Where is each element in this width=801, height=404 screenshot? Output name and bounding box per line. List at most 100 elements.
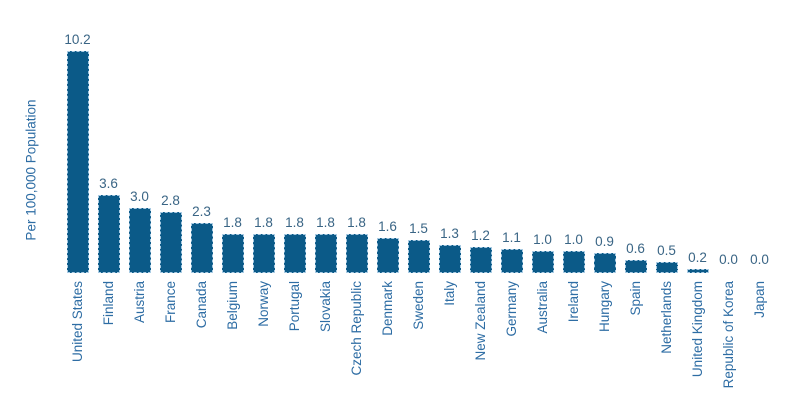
bar-group: 1.0 Australia xyxy=(527,0,558,334)
bar xyxy=(500,249,523,273)
bar xyxy=(97,194,120,273)
value-label: 0.0 xyxy=(750,252,769,267)
category-label: France xyxy=(162,281,178,324)
category-label: Germany xyxy=(503,281,519,337)
category-label: Australia xyxy=(534,281,550,334)
bar-group: 1.0 Ireland xyxy=(558,0,589,322)
value-label: 3.6 xyxy=(99,175,118,191)
bar xyxy=(314,233,337,273)
bar xyxy=(469,246,492,273)
bar-area: 1.8 xyxy=(221,0,244,273)
bar xyxy=(562,251,585,273)
value-label: 1.2 xyxy=(471,227,490,243)
bar xyxy=(686,268,709,273)
bar-group: 0.0 Japan xyxy=(744,0,775,318)
value-label: 0.9 xyxy=(595,234,614,250)
category-label: Hungary xyxy=(596,281,612,333)
bar-area: 1.0 xyxy=(531,0,554,273)
value-label: 1.1 xyxy=(502,230,521,246)
category-label: Norway xyxy=(255,281,271,327)
value-label: 1.8 xyxy=(223,214,242,230)
category-label: Portugal xyxy=(286,281,302,332)
value-label: 1.8 xyxy=(285,214,304,230)
bar-group: 2.3 Canada xyxy=(186,0,217,328)
bar-group: 1.1 Germany xyxy=(496,0,527,337)
bar-group: 1.8 Belgium xyxy=(217,0,248,330)
bar xyxy=(655,262,678,273)
bar-area: 2.8 xyxy=(159,0,182,273)
bar-area: 1.8 xyxy=(252,0,275,273)
bar xyxy=(376,238,399,273)
bar-area: 1.2 xyxy=(469,0,492,273)
bar-area: 1.0 xyxy=(562,0,585,273)
bar-area: 2.3 xyxy=(190,0,213,273)
category-label: Spain xyxy=(627,281,643,316)
bar xyxy=(159,211,182,273)
bar xyxy=(283,233,306,273)
bar-area: 1.1 xyxy=(500,0,523,273)
bar xyxy=(624,259,647,273)
category-label: Denmark xyxy=(379,281,395,336)
bar-area: 0.2 xyxy=(686,0,709,273)
bar-area: 0.9 xyxy=(593,0,616,273)
category-label: New Zealand xyxy=(472,281,488,361)
category-label: Ireland xyxy=(565,281,581,323)
bar-group: 2.8 France xyxy=(155,0,186,323)
bar xyxy=(531,251,554,273)
value-label: 0.6 xyxy=(626,240,645,256)
bar xyxy=(221,233,244,273)
bar-area: 0.0 xyxy=(718,0,740,273)
value-label: 1.3 xyxy=(440,225,459,241)
value-label: 0.2 xyxy=(688,249,707,265)
value-label: 1.5 xyxy=(409,221,428,237)
category-label: Republic of Korea xyxy=(720,281,736,389)
bar-group: 1.6 Denmark xyxy=(372,0,403,336)
bar-group: 0.9 Hungary xyxy=(589,0,620,332)
bar xyxy=(345,233,368,273)
bar-group: 0.6 Spain xyxy=(620,0,651,316)
value-label: 10.2 xyxy=(64,31,91,47)
bar xyxy=(128,207,151,273)
bar-group: 1.3 Italy xyxy=(434,0,465,306)
category-label: Sweden xyxy=(410,281,426,330)
bar-area: 0.5 xyxy=(655,0,678,273)
bar-group: 0.0 Republic of Korea xyxy=(713,0,744,388)
value-label: 3.0 xyxy=(130,188,149,204)
bar-group: 3.6 Finland xyxy=(93,0,124,325)
value-label: 0.0 xyxy=(719,252,738,267)
value-label: 1.0 xyxy=(564,232,583,248)
bar xyxy=(438,244,461,273)
plot-area: 10.2 United States 3.6 Finland 3.0 Austria 2.8… xyxy=(62,0,775,404)
category-label: Japan xyxy=(751,281,767,318)
y-axis-label: Per 100,000 Population xyxy=(23,99,39,241)
bar-area: 1.6 xyxy=(376,0,399,273)
category-label: United Kingdom xyxy=(689,281,705,378)
bar-area: 1.3 xyxy=(438,0,461,273)
category-label: Finland xyxy=(100,281,116,326)
bar-group: 1.5 Sweden xyxy=(403,0,434,330)
bar xyxy=(66,50,89,273)
value-label: 2.8 xyxy=(161,192,180,208)
bar-group: 0.5 Netherlands xyxy=(651,0,682,354)
bar-group: 1.2 New Zealand xyxy=(465,0,496,361)
bar-area: 0.0 xyxy=(749,0,771,273)
category-label: Canada xyxy=(193,281,209,329)
category-label: United States xyxy=(69,281,85,363)
bar xyxy=(593,253,616,273)
bar xyxy=(407,240,430,273)
bar xyxy=(252,233,275,273)
bar-area: 3.0 xyxy=(128,0,151,273)
bar-area: 1.8 xyxy=(314,0,337,273)
category-label: Netherlands xyxy=(658,281,674,354)
category-label: Czech Republic xyxy=(348,281,364,376)
category-label: Slovakia xyxy=(317,281,333,333)
bar-area: 3.6 xyxy=(97,0,120,273)
bar-group: 1.8 Norway xyxy=(248,0,279,327)
value-label: 0.5 xyxy=(657,243,676,259)
bar-area: 1.8 xyxy=(345,0,368,273)
value-label: 1.0 xyxy=(533,232,552,248)
category-label: Austria xyxy=(131,281,147,324)
value-label: 2.3 xyxy=(192,203,211,219)
bar-area: 0.6 xyxy=(624,0,647,273)
value-label: 1.8 xyxy=(254,214,273,230)
